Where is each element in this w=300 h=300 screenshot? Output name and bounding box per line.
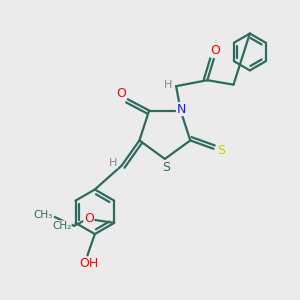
Text: S: S	[162, 161, 170, 174]
Text: O: O	[210, 44, 220, 57]
Text: O: O	[84, 212, 94, 225]
Text: CH₃: CH₃	[34, 211, 53, 220]
Text: S: S	[217, 144, 225, 157]
Text: O: O	[116, 87, 126, 101]
Text: OH: OH	[79, 257, 98, 270]
Text: N: N	[176, 103, 186, 116]
Text: CH₂: CH₂	[52, 221, 71, 231]
Text: H: H	[109, 158, 118, 168]
Text: H: H	[164, 80, 172, 90]
